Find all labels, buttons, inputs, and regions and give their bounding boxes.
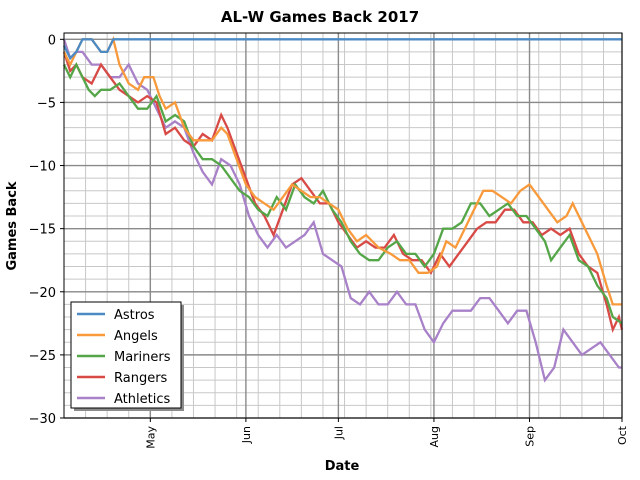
x-tick-label: Sep <box>524 426 537 447</box>
x-tick-label: Aug <box>428 426 441 447</box>
series-line-astros <box>62 38 622 61</box>
chart-title: AL-W Games Back 2017 <box>221 8 419 26</box>
x-tick-label: Jun <box>240 426 253 444</box>
y-tick-label: −5 <box>37 96 56 111</box>
x-tick-label: Oct <box>616 425 629 445</box>
series-line-mariners <box>62 61 623 325</box>
legend-label-rangers: Rangers <box>114 371 168 386</box>
legend-label-athletics: Athletics <box>114 392 170 407</box>
plot-frame <box>63 32 623 419</box>
y-tick-label: −25 <box>29 349 56 364</box>
legend-label-mariners: Mariners <box>114 350 171 365</box>
y-axis-ticks: 0 −5 −10 −15 −20 −25 −30 <box>29 33 64 427</box>
y-tick-label: 0 <box>48 33 56 48</box>
y-tick-label: −30 <box>29 412 56 427</box>
x-tick-label: Jul <box>332 426 345 440</box>
series-lines <box>62 35 624 383</box>
x-axis-label: Date <box>325 459 360 474</box>
legend: Astros Angels Mariners Rangers Athletics <box>70 301 184 411</box>
y-axis-label: Games Back <box>5 181 20 270</box>
x-tick-label: May <box>144 426 157 449</box>
y-tick-label: −10 <box>29 160 56 175</box>
legend-label-angels: Angels <box>114 329 158 344</box>
series-line-athletics <box>62 38 622 383</box>
y-tick-label: −15 <box>29 223 56 238</box>
series-line-rangers <box>62 51 624 333</box>
y-tick-label: −20 <box>29 286 56 301</box>
x-axis-ticks: May Jun Jul Aug Sep Oct <box>144 418 629 449</box>
legend-label-astros: Astros <box>114 308 155 323</box>
series-line-angels <box>62 35 622 306</box>
